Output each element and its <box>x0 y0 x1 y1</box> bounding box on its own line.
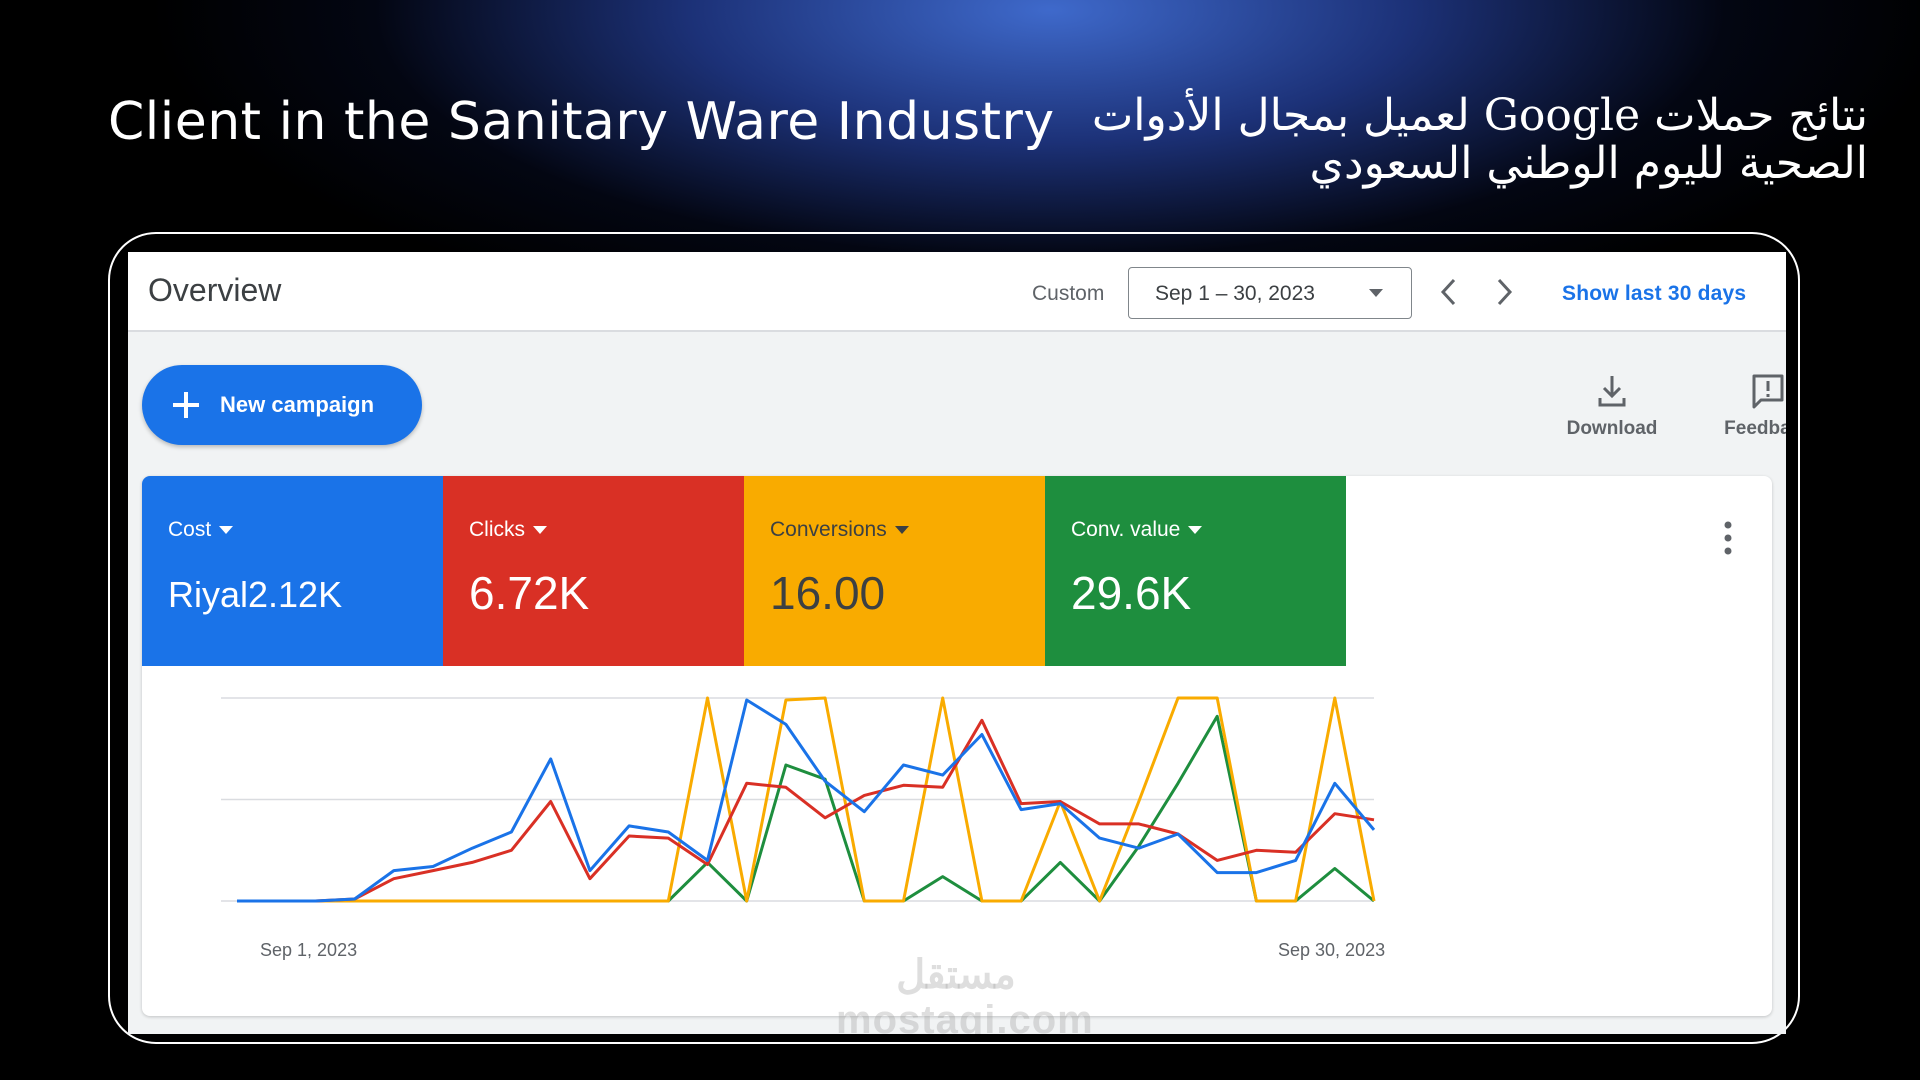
performance-chart: Sep 1, 2023 Sep 30, 2023 <box>142 666 1772 1016</box>
performance-card: Cost Riyal2.12K Clicks 6.72K Conversions… <box>142 476 1772 1016</box>
date-range-select[interactable]: Sep 1 – 30, 2023 <box>1128 267 1412 319</box>
caret-down-icon <box>219 526 234 535</box>
more-vert-icon[interactable] <box>1722 520 1734 556</box>
previous-period-button[interactable] <box>1430 270 1470 314</box>
feedback-icon <box>1752 374 1784 409</box>
metric-value-conversions: 16.00 <box>770 567 886 619</box>
new-campaign-button[interactable]: New campaign <box>142 365 422 445</box>
x-axis-end-label: Sep 30, 2023 <box>1278 940 1386 960</box>
plus-icon <box>173 392 199 418</box>
series-line-clicks <box>237 718 1375 903</box>
page-title-arabic: نتائج حملات Google لعميل بمجال الأدوات ا… <box>1091 90 1868 189</box>
line-chart <box>221 696 1376 903</box>
download-button[interactable]: Download <box>1557 372 1667 442</box>
chevron-left-icon <box>1440 278 1456 306</box>
series-line-conv-value <box>237 714 1375 903</box>
feedback-button[interactable]: Feedback <box>1713 372 1786 442</box>
download-label: Download <box>1566 418 1658 439</box>
metric-value-cost: Riyal2.12K <box>168 574 343 615</box>
metric-label-conversions: Conversions <box>770 518 887 541</box>
series-line-conversions <box>237 696 1376 903</box>
caret-down-icon <box>894 526 909 535</box>
metric-label-cost: Cost <box>168 518 212 541</box>
next-period-button[interactable] <box>1484 270 1524 314</box>
show-last-30-days-link[interactable]: Show last 30 days <box>1562 282 1747 305</box>
metric-label-conv-value: Conv. value <box>1071 518 1181 541</box>
new-campaign-label: New campaign <box>220 392 375 417</box>
metric-tile-clicks[interactable]: Clicks 6.72K <box>443 476 744 666</box>
download-icon <box>1598 376 1626 407</box>
mostaqi-watermark: مستقل mostaqi.com <box>836 953 1094 1034</box>
overview-topbar: Overview Custom Sep 1 – 30, 2023 Show la… <box>128 252 1786 332</box>
metric-value-clicks: 6.72K <box>469 567 590 619</box>
chevron-right-icon <box>1497 278 1513 306</box>
chevron-down-icon <box>1369 289 1383 297</box>
caret-down-icon <box>1188 526 1203 535</box>
google-ads-screenshot: Overview Custom Sep 1 – 30, 2023 Show la… <box>128 252 1786 1034</box>
caret-down-icon <box>533 526 547 535</box>
metric-tile-conv-value[interactable]: Conv. value 29.6K <box>1045 476 1346 666</box>
metric-label-clicks: Clicks <box>469 518 525 541</box>
x-axis-start-label: Sep 1, 2023 <box>260 940 358 960</box>
metric-value-conv-value: 29.6K <box>1071 567 1192 619</box>
screenshot-frame <box>108 232 1800 1044</box>
metric-tile-conversions[interactable]: Conversions 16.00 <box>744 476 1045 666</box>
metric-tile-cost[interactable]: Cost Riyal2.12K <box>142 476 443 666</box>
page-title-english: Client in the Sanitary Ware Industry <box>108 92 1055 152</box>
date-range-value: Sep 1 – 30, 2023 <box>1155 282 1315 305</box>
series-line-cost <box>237 698 1376 903</box>
feedback-label: Feedback <box>1724 418 1786 439</box>
overview-title: Overview <box>148 272 282 308</box>
custom-label: Custom <box>1032 282 1105 305</box>
